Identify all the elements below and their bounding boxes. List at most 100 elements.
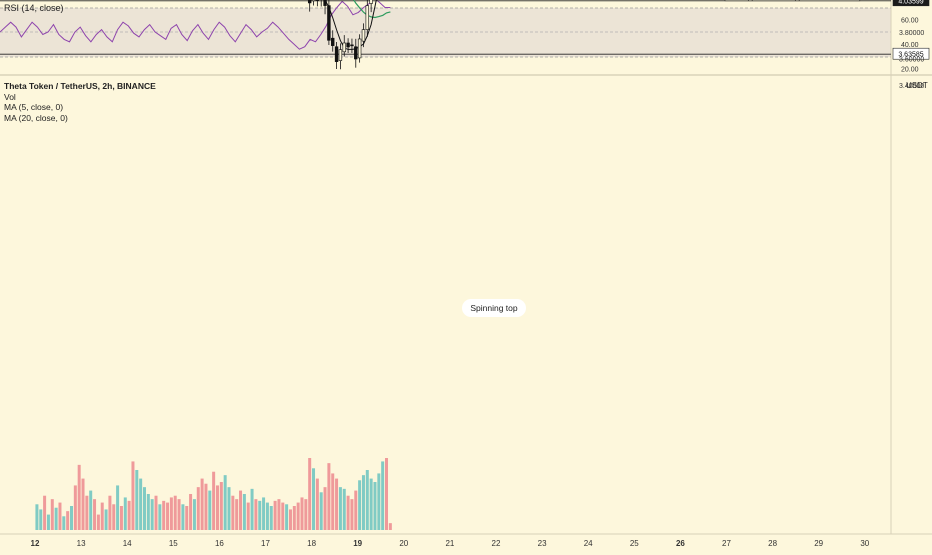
volume-bar bbox=[281, 503, 284, 530]
volume-bar bbox=[243, 494, 246, 530]
volume-bar bbox=[131, 461, 134, 530]
candle-body bbox=[354, 47, 357, 59]
volume-bar bbox=[162, 501, 165, 530]
volume-bar bbox=[274, 501, 277, 530]
volume-bar bbox=[370, 479, 373, 530]
volume-bar bbox=[193, 499, 196, 530]
volume-bar bbox=[85, 496, 88, 530]
volume-bar bbox=[385, 458, 388, 530]
time-tick-label: 16 bbox=[215, 539, 224, 548]
time-tick-label: 14 bbox=[123, 539, 132, 548]
volume-bar bbox=[343, 489, 346, 530]
time-tick-label: 24 bbox=[584, 539, 593, 548]
time-tick-label: 23 bbox=[538, 539, 547, 548]
time-tick-label: 29 bbox=[814, 539, 823, 548]
volume-bar bbox=[208, 491, 211, 530]
volume-bar bbox=[377, 473, 380, 530]
candle-body bbox=[351, 45, 354, 46]
volume-bar bbox=[316, 479, 319, 530]
time-tick-label: 26 bbox=[676, 539, 685, 548]
volume-bar bbox=[304, 499, 307, 530]
volume-bar bbox=[89, 491, 92, 530]
time-tick-label: 13 bbox=[77, 539, 86, 548]
volume-bar bbox=[139, 479, 142, 530]
volume-bar bbox=[116, 485, 119, 530]
volume-bar bbox=[389, 523, 392, 530]
time-tick-label: 17 bbox=[261, 539, 270, 548]
time-tick-label: 28 bbox=[768, 539, 777, 548]
volume-bar bbox=[143, 487, 146, 530]
volume-bar bbox=[339, 487, 342, 530]
candle-body bbox=[347, 43, 350, 47]
candle-body bbox=[331, 38, 334, 45]
level-label: 3rd support/critical support bbox=[728, 0, 811, 1]
currency-label: USDT bbox=[906, 81, 928, 90]
volume-bar bbox=[293, 506, 296, 530]
volume-bar bbox=[285, 504, 288, 530]
candle-body bbox=[343, 43, 346, 52]
candle-body bbox=[324, 0, 327, 6]
volume-bar bbox=[239, 491, 242, 530]
rsi-pane bbox=[0, 0, 891, 74]
volume-bar bbox=[174, 496, 177, 530]
volume-bar bbox=[228, 487, 231, 530]
volume-bar bbox=[212, 472, 215, 530]
volume-bar bbox=[58, 503, 61, 530]
volume-bar bbox=[381, 461, 384, 530]
candle-body bbox=[362, 30, 365, 41]
candle-body bbox=[370, 0, 373, 3]
legend-ma20[interactable]: MA (20, close, 0) bbox=[4, 113, 156, 124]
volume-bar bbox=[39, 509, 42, 530]
volume-bar bbox=[216, 485, 219, 530]
volume-bar bbox=[55, 508, 58, 530]
volume-bar bbox=[354, 491, 357, 530]
volume-bar bbox=[266, 503, 269, 530]
legend-symbol[interactable]: Theta Token / TetherUS, 2h, BINANCE bbox=[4, 81, 156, 92]
volume-bar bbox=[66, 511, 69, 530]
volume-bar bbox=[43, 496, 46, 530]
volume-bar bbox=[70, 506, 73, 530]
candle-body bbox=[335, 47, 338, 62]
volume-bar bbox=[147, 494, 150, 530]
level-price-text: 4.03599 bbox=[898, 0, 923, 5]
volume-bar bbox=[324, 487, 327, 530]
price-tick-label: 3.80000 bbox=[899, 30, 924, 37]
volume-bar bbox=[82, 479, 85, 530]
volume-bar bbox=[78, 465, 81, 530]
volume-bar bbox=[166, 503, 169, 530]
volume-bar bbox=[124, 497, 127, 530]
volume-bar bbox=[158, 504, 161, 530]
volume-bar bbox=[247, 503, 250, 530]
time-tick-label: 27 bbox=[722, 539, 731, 548]
legend-volume[interactable]: Vol bbox=[4, 92, 156, 103]
candle-body bbox=[339, 50, 342, 61]
volume-bar bbox=[347, 496, 350, 530]
volume-bar bbox=[231, 496, 234, 530]
volume-bar bbox=[35, 504, 38, 530]
legend-ma5[interactable]: MA (5, close, 0) bbox=[4, 102, 156, 113]
volume-bar bbox=[108, 496, 111, 530]
volume-bar bbox=[51, 499, 54, 530]
volume-bar bbox=[327, 463, 330, 530]
time-tick-label: 21 bbox=[445, 539, 454, 548]
volume-bar bbox=[105, 509, 108, 530]
candle-body bbox=[358, 39, 361, 58]
volume-bar bbox=[251, 489, 254, 530]
volume-bar bbox=[358, 480, 361, 530]
volume-bar bbox=[135, 470, 138, 530]
time-tick-label: 20 bbox=[399, 539, 408, 548]
volume-bar bbox=[201, 479, 204, 530]
time-tick-label: 19 bbox=[353, 539, 362, 548]
rsi-tick-label: 60.00 bbox=[901, 17, 919, 24]
volume-bar bbox=[366, 470, 369, 530]
volume-bar bbox=[101, 503, 104, 530]
candle-body bbox=[327, 6, 330, 41]
volume-bar bbox=[197, 487, 200, 530]
volume-bar bbox=[185, 506, 188, 530]
volume-bar bbox=[331, 473, 334, 530]
rsi-title: RSI (14, close) bbox=[4, 3, 64, 13]
volume-bar bbox=[62, 516, 65, 530]
volume-bar bbox=[151, 499, 154, 530]
